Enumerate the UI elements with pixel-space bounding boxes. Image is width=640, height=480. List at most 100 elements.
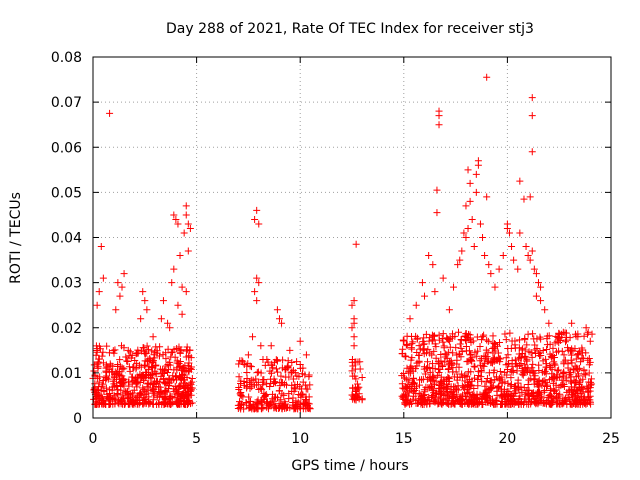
data-point [121,400,129,408]
data-point [441,350,449,358]
data-point [482,378,490,386]
data-point [516,392,524,400]
data-point [243,384,251,392]
data-point [272,365,280,373]
data-point [495,383,503,391]
data-point [449,349,457,357]
data-point [549,379,557,387]
data-point [537,297,545,305]
data-point [284,357,292,365]
x-tick-label: 0 [89,431,98,447]
data-point [144,356,152,364]
data-point [147,363,155,371]
data-point [176,348,184,356]
data-point [302,351,310,359]
data-point [102,367,110,375]
data-point [435,331,443,339]
data-point [573,386,581,394]
data-point [435,359,443,367]
data-point [584,328,592,336]
data-point [183,381,191,389]
data-point [409,338,417,346]
data-point [441,358,449,366]
data-point [450,383,458,391]
data-point [512,398,520,406]
data-point [502,354,510,362]
data-point [122,353,130,361]
data-point [149,333,157,341]
data-point [521,361,529,369]
data-point [166,324,174,332]
data-point [549,373,557,381]
data-point [402,353,410,361]
data-point [142,399,150,407]
data-point [535,398,543,406]
data-point [536,333,544,341]
data-point [524,380,532,388]
x-tick-label: 15 [395,431,413,447]
data-point [429,360,437,368]
data-point [123,394,131,402]
data-point [170,265,178,273]
data-point [528,364,536,372]
data-point [552,390,560,398]
data-point [490,366,498,374]
data-point [468,391,476,399]
data-point [152,362,160,370]
data-point [113,382,121,390]
data-point [348,367,356,375]
data-point [450,373,458,381]
data-point [111,368,119,376]
data-point [537,352,545,360]
data-point [92,351,100,359]
data-point [483,193,491,201]
data-point [456,256,464,264]
data-point [426,368,434,376]
data-point [95,288,103,296]
data-point [184,220,192,228]
data-point [352,375,360,383]
data-point [172,373,180,381]
data-point [178,310,186,318]
data-point [356,365,364,373]
data-point [408,345,416,353]
data-point [514,265,522,273]
data-point [586,384,594,392]
data-point [550,395,558,403]
data-point [176,374,184,382]
data-point [286,346,294,354]
data-point [429,386,437,394]
data-point [188,374,196,382]
data-point [177,346,185,354]
data-point [131,357,139,365]
data-point [103,363,111,371]
y-tick-label: 0.02 [51,321,82,337]
data-point [539,346,547,354]
data-point [132,395,140,403]
data-point [305,405,313,412]
data-point [507,380,515,388]
data-point [526,256,534,264]
data-point [146,381,154,389]
data-point [144,386,152,394]
data-point [97,243,105,251]
data-point [477,355,485,363]
data-point [514,384,522,392]
data-point [127,393,135,401]
data-point [582,371,590,379]
data-point [420,340,428,348]
data-point [503,387,511,395]
data-point [94,386,102,394]
data-point [489,355,497,363]
data-point [415,351,423,359]
data-point [185,359,193,367]
data-point [244,360,252,368]
data-point [515,350,523,358]
data-point [437,351,445,359]
data-point [486,377,494,385]
data-point [261,391,269,399]
data-point [555,366,563,374]
data-point [407,356,415,364]
data-point [102,374,110,382]
data-point [462,202,470,210]
